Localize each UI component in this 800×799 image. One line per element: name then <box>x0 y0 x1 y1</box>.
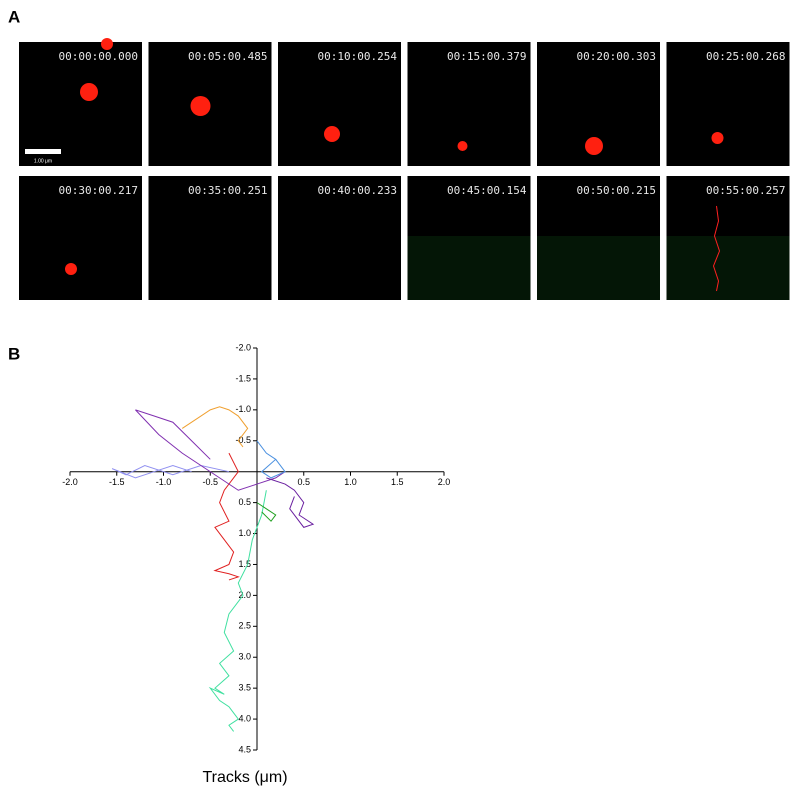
track <box>208 490 267 732</box>
y-tick-label: 0.5 <box>238 497 251 507</box>
timestamp: 00:15:00.379 <box>447 50 526 63</box>
timestamp: 00:50:00.215 <box>577 184 656 197</box>
x-tick-label: -1.0 <box>156 477 172 487</box>
x-tick-label: 2.0 <box>438 477 451 487</box>
image-frame <box>278 176 401 300</box>
timestamp: 00:20:00.303 <box>577 50 656 63</box>
green-haze <box>407 236 531 300</box>
x-tick-label: 1.5 <box>391 477 404 487</box>
x-axis-label: Tracks (μm) <box>202 769 287 786</box>
image-frame <box>666 42 790 166</box>
timestamp: 00:05:00.485 <box>188 50 267 63</box>
green-haze <box>537 236 660 300</box>
y-tick-label: 4.0 <box>238 713 251 723</box>
cell <box>101 38 113 50</box>
y-tick-label: -2.0 <box>235 342 251 352</box>
scale-bar <box>25 149 61 154</box>
cell <box>585 137 603 155</box>
x-tick-label: -0.5 <box>202 477 218 487</box>
x-tick-label: 1.0 <box>344 477 357 487</box>
y-tick-label: 2.0 <box>238 590 251 600</box>
track-overlay <box>712 205 721 292</box>
track <box>256 440 286 479</box>
image-frame <box>19 42 142 166</box>
x-tick-label: -2.0 <box>62 477 78 487</box>
track <box>266 477 315 528</box>
timestamp: 00:10:00.254 <box>318 50 398 63</box>
cell <box>65 263 77 275</box>
track <box>256 502 277 522</box>
timestamp: 00:35:00.251 <box>188 184 267 197</box>
timestamp: 00:00:00.000 <box>59 50 138 63</box>
timestamp: 00:30:00.217 <box>59 184 138 197</box>
cell <box>711 132 724 144</box>
y-tick-label: 3.0 <box>238 652 251 662</box>
y-tick-label: 3.5 <box>238 683 251 693</box>
track <box>135 409 286 491</box>
image-frame <box>148 176 272 300</box>
x-tick-label: -1.5 <box>109 477 125 487</box>
image-frame <box>407 42 531 166</box>
timestamp: 00:25:00.268 <box>706 50 785 63</box>
cell <box>190 96 211 116</box>
cell <box>324 126 340 142</box>
x-tick-label: 0.5 <box>297 477 310 487</box>
y-tick-label: 1.5 <box>238 559 251 569</box>
cell <box>457 141 468 151</box>
cell <box>80 83 98 101</box>
image-frame <box>278 42 401 166</box>
y-tick-label: -1.5 <box>235 373 251 383</box>
timestamp: 00:55:00.257 <box>706 184 785 197</box>
y-tick-label: -0.5 <box>235 435 251 445</box>
track <box>181 406 249 448</box>
scale-bar-label: 1.00 μm <box>34 158 52 164</box>
y-tick-label: 1.0 <box>238 528 251 538</box>
image-frame <box>19 176 142 300</box>
panel-label: A <box>8 7 20 26</box>
y-tick-label: 4.5 <box>238 744 251 754</box>
green-haze <box>666 236 790 300</box>
timestamp: 00:45:00.154 <box>447 184 527 197</box>
panel-label: B <box>8 344 20 363</box>
track <box>213 452 240 581</box>
y-tick-label: -1.0 <box>235 404 251 414</box>
track <box>111 464 230 479</box>
y-tick-label: 2.5 <box>238 621 251 631</box>
timestamp: 00:40:00.233 <box>318 184 397 197</box>
